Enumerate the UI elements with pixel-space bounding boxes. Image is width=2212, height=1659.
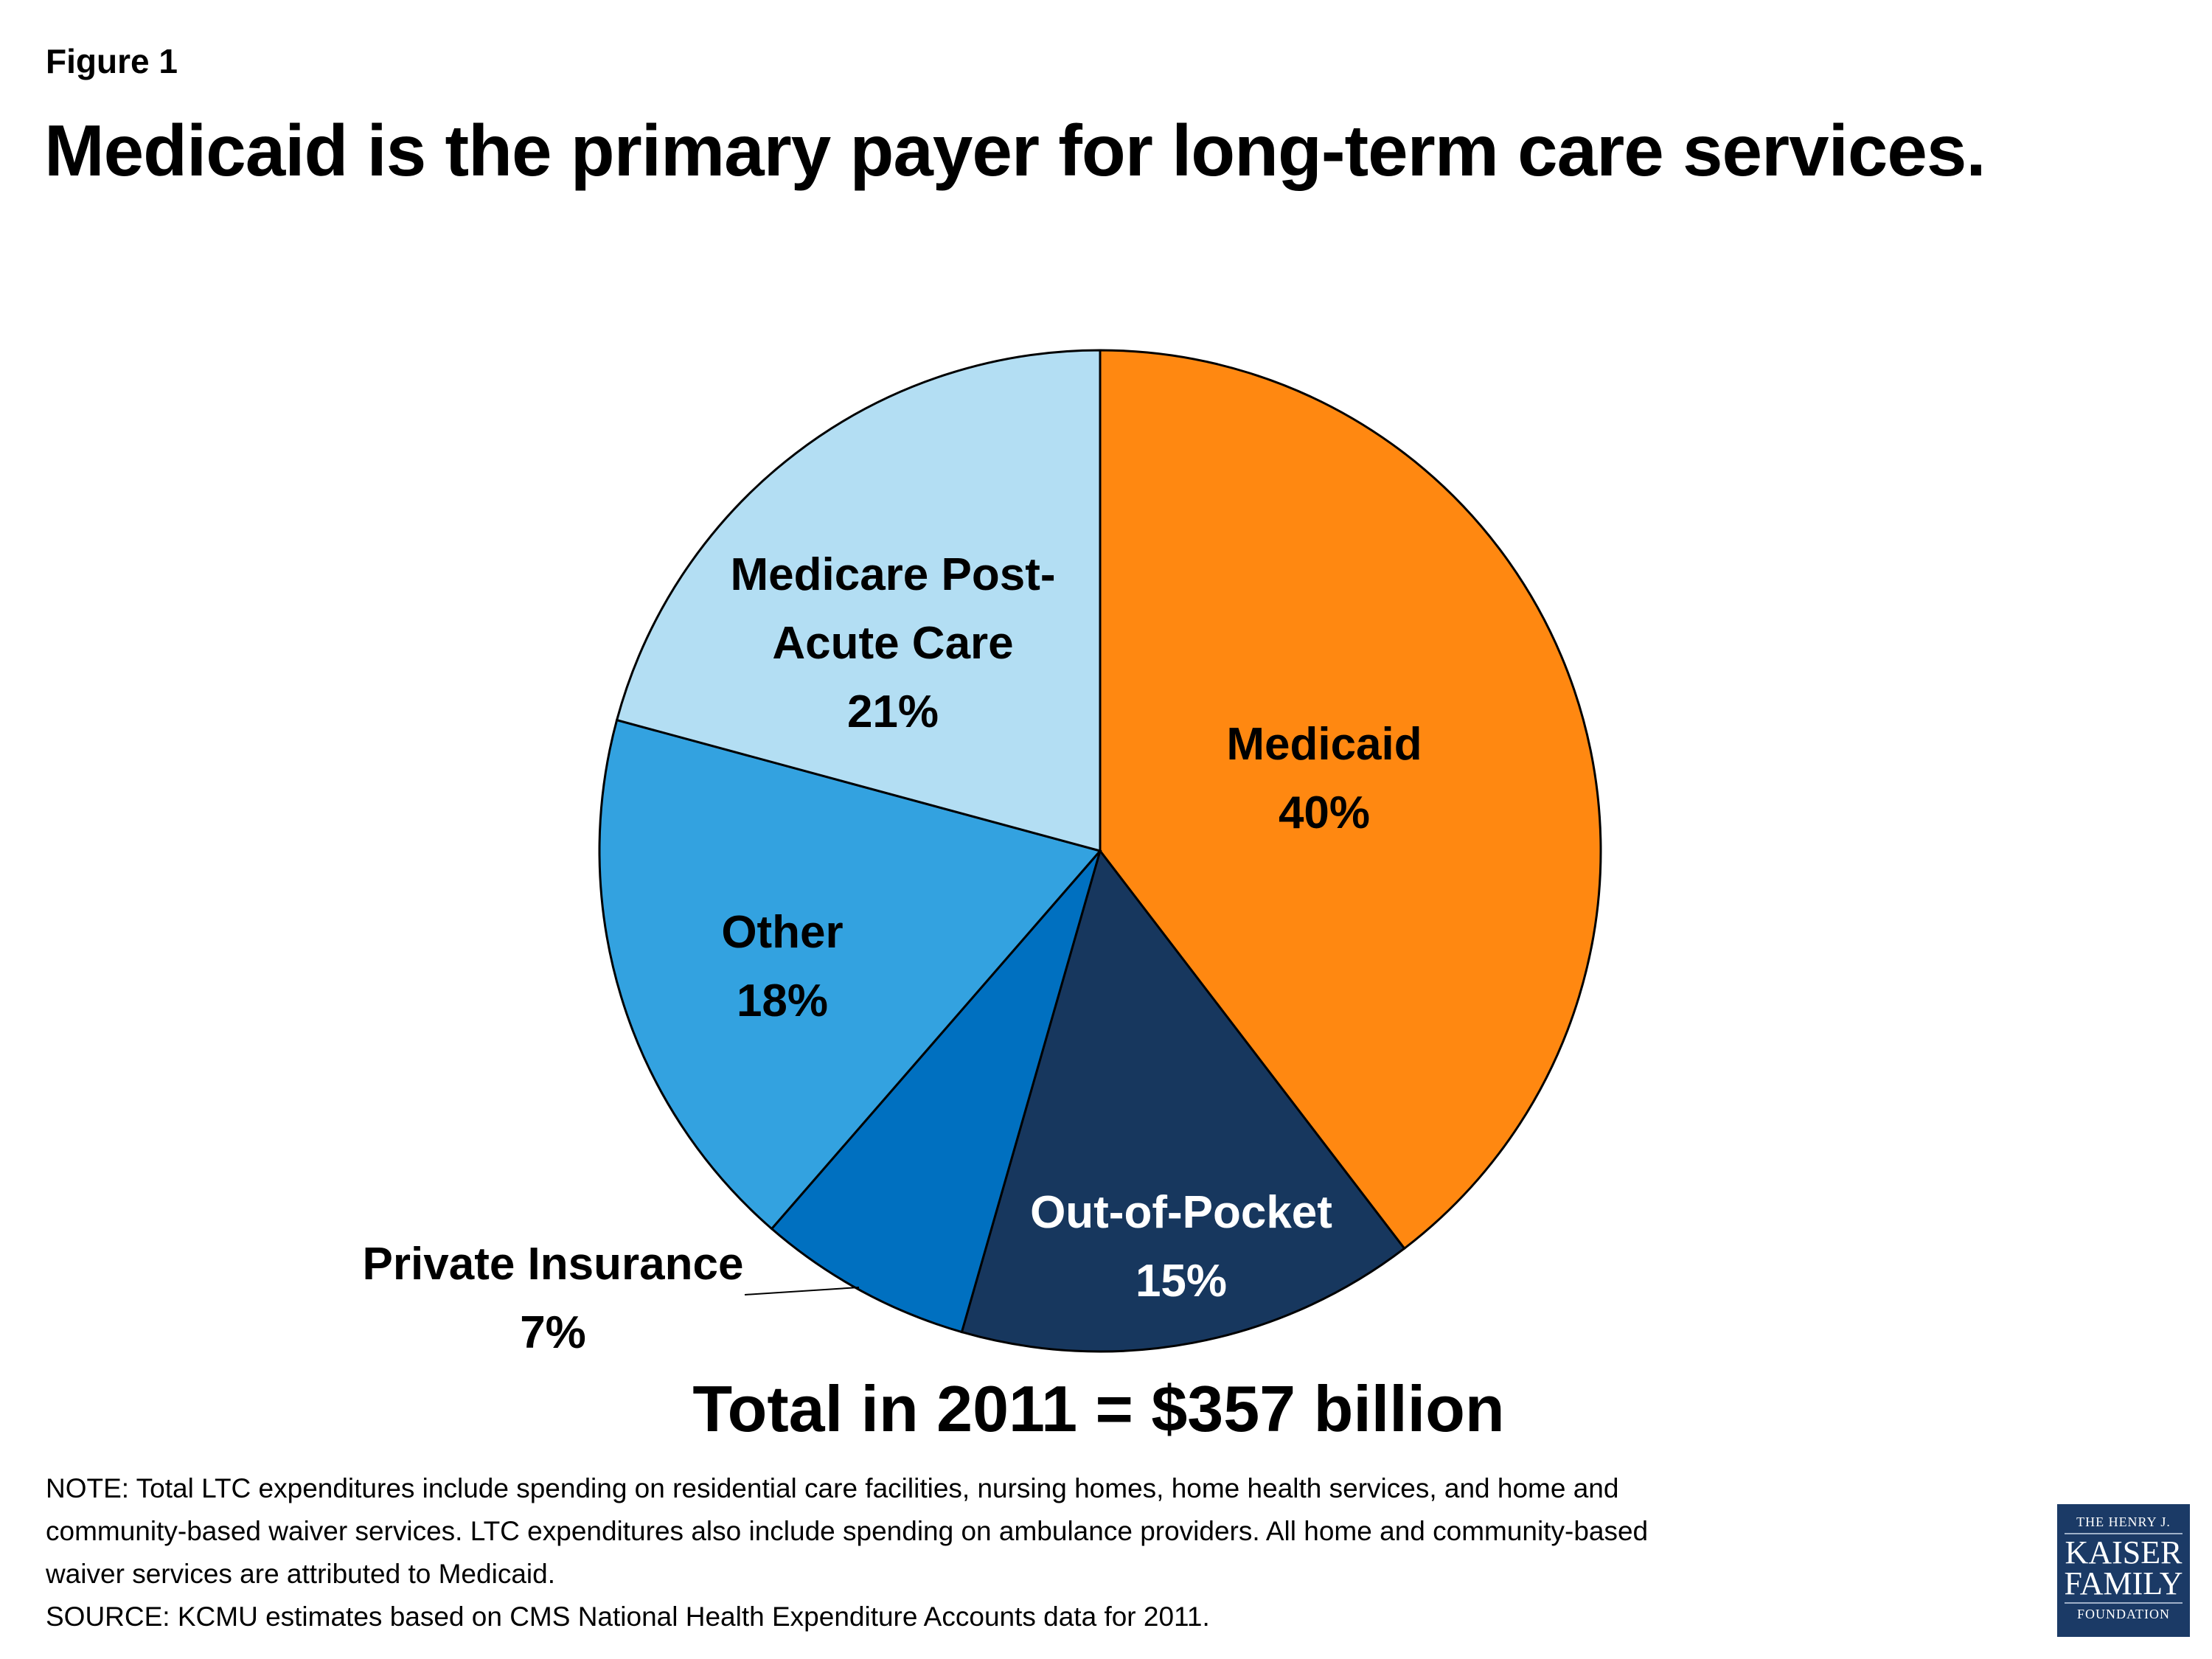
slice-percent-label: 18% <box>737 975 828 1026</box>
slice-name-label: Medicaid <box>1226 719 1422 770</box>
slice-name-label: Medicare Post- <box>730 549 1055 600</box>
note-line: community-based waiver services. LTC exp… <box>46 1516 1649 1546</box>
slice-name-label: Private Insurance <box>363 1239 744 1290</box>
slice-percent-label: 7% <box>520 1307 586 1358</box>
slice-percent-label: 15% <box>1135 1256 1227 1307</box>
kff-logo: THE HENRY J. KAISER FAMILY FOUNDATION <box>2057 1504 2190 1637</box>
logo-line: FOUNDATION <box>2077 1607 2170 1621</box>
logo-line: THE HENRY J. <box>2076 1514 2171 1529</box>
chart-title: Medicaid is the primary payer for long-t… <box>44 110 1986 191</box>
note-line: NOTE: Total LTC expenditures include spe… <box>46 1473 1619 1503</box>
pie-slice-medicare-post-acute-care <box>615 349 1102 852</box>
total-label: Total in 2011 = $357 billion <box>692 1372 1505 1445</box>
figure-label: Figure 1 <box>46 42 178 80</box>
source-line: SOURCE: KCMU estimates based on CMS Nati… <box>46 1601 1210 1632</box>
private-insurance-leader-line <box>744 1287 860 1295</box>
slice-name-label: Other <box>721 907 843 958</box>
slice-name-label: Acute Care <box>772 618 1013 669</box>
pie-slice-out-of-pocket <box>960 848 1406 1353</box>
note-line: waiver services are attributed to Medica… <box>46 1559 555 1589</box>
notes: NOTE: Total LTC expenditures include spe… <box>46 1467 2037 1638</box>
logo-line: KAISER <box>2065 1534 2183 1571</box>
slice-percent-label: 21% <box>847 686 939 737</box>
slice-percent-label: 40% <box>1279 787 1370 838</box>
pie-slice-private-insurance <box>770 850 1102 1334</box>
slice-name-label: Out-of-Pocket <box>1030 1187 1332 1238</box>
logo-line: FAMILY <box>2064 1565 2183 1601</box>
pie-slice-medicaid <box>1099 349 1602 1251</box>
pie-slice-other <box>598 718 1102 1231</box>
